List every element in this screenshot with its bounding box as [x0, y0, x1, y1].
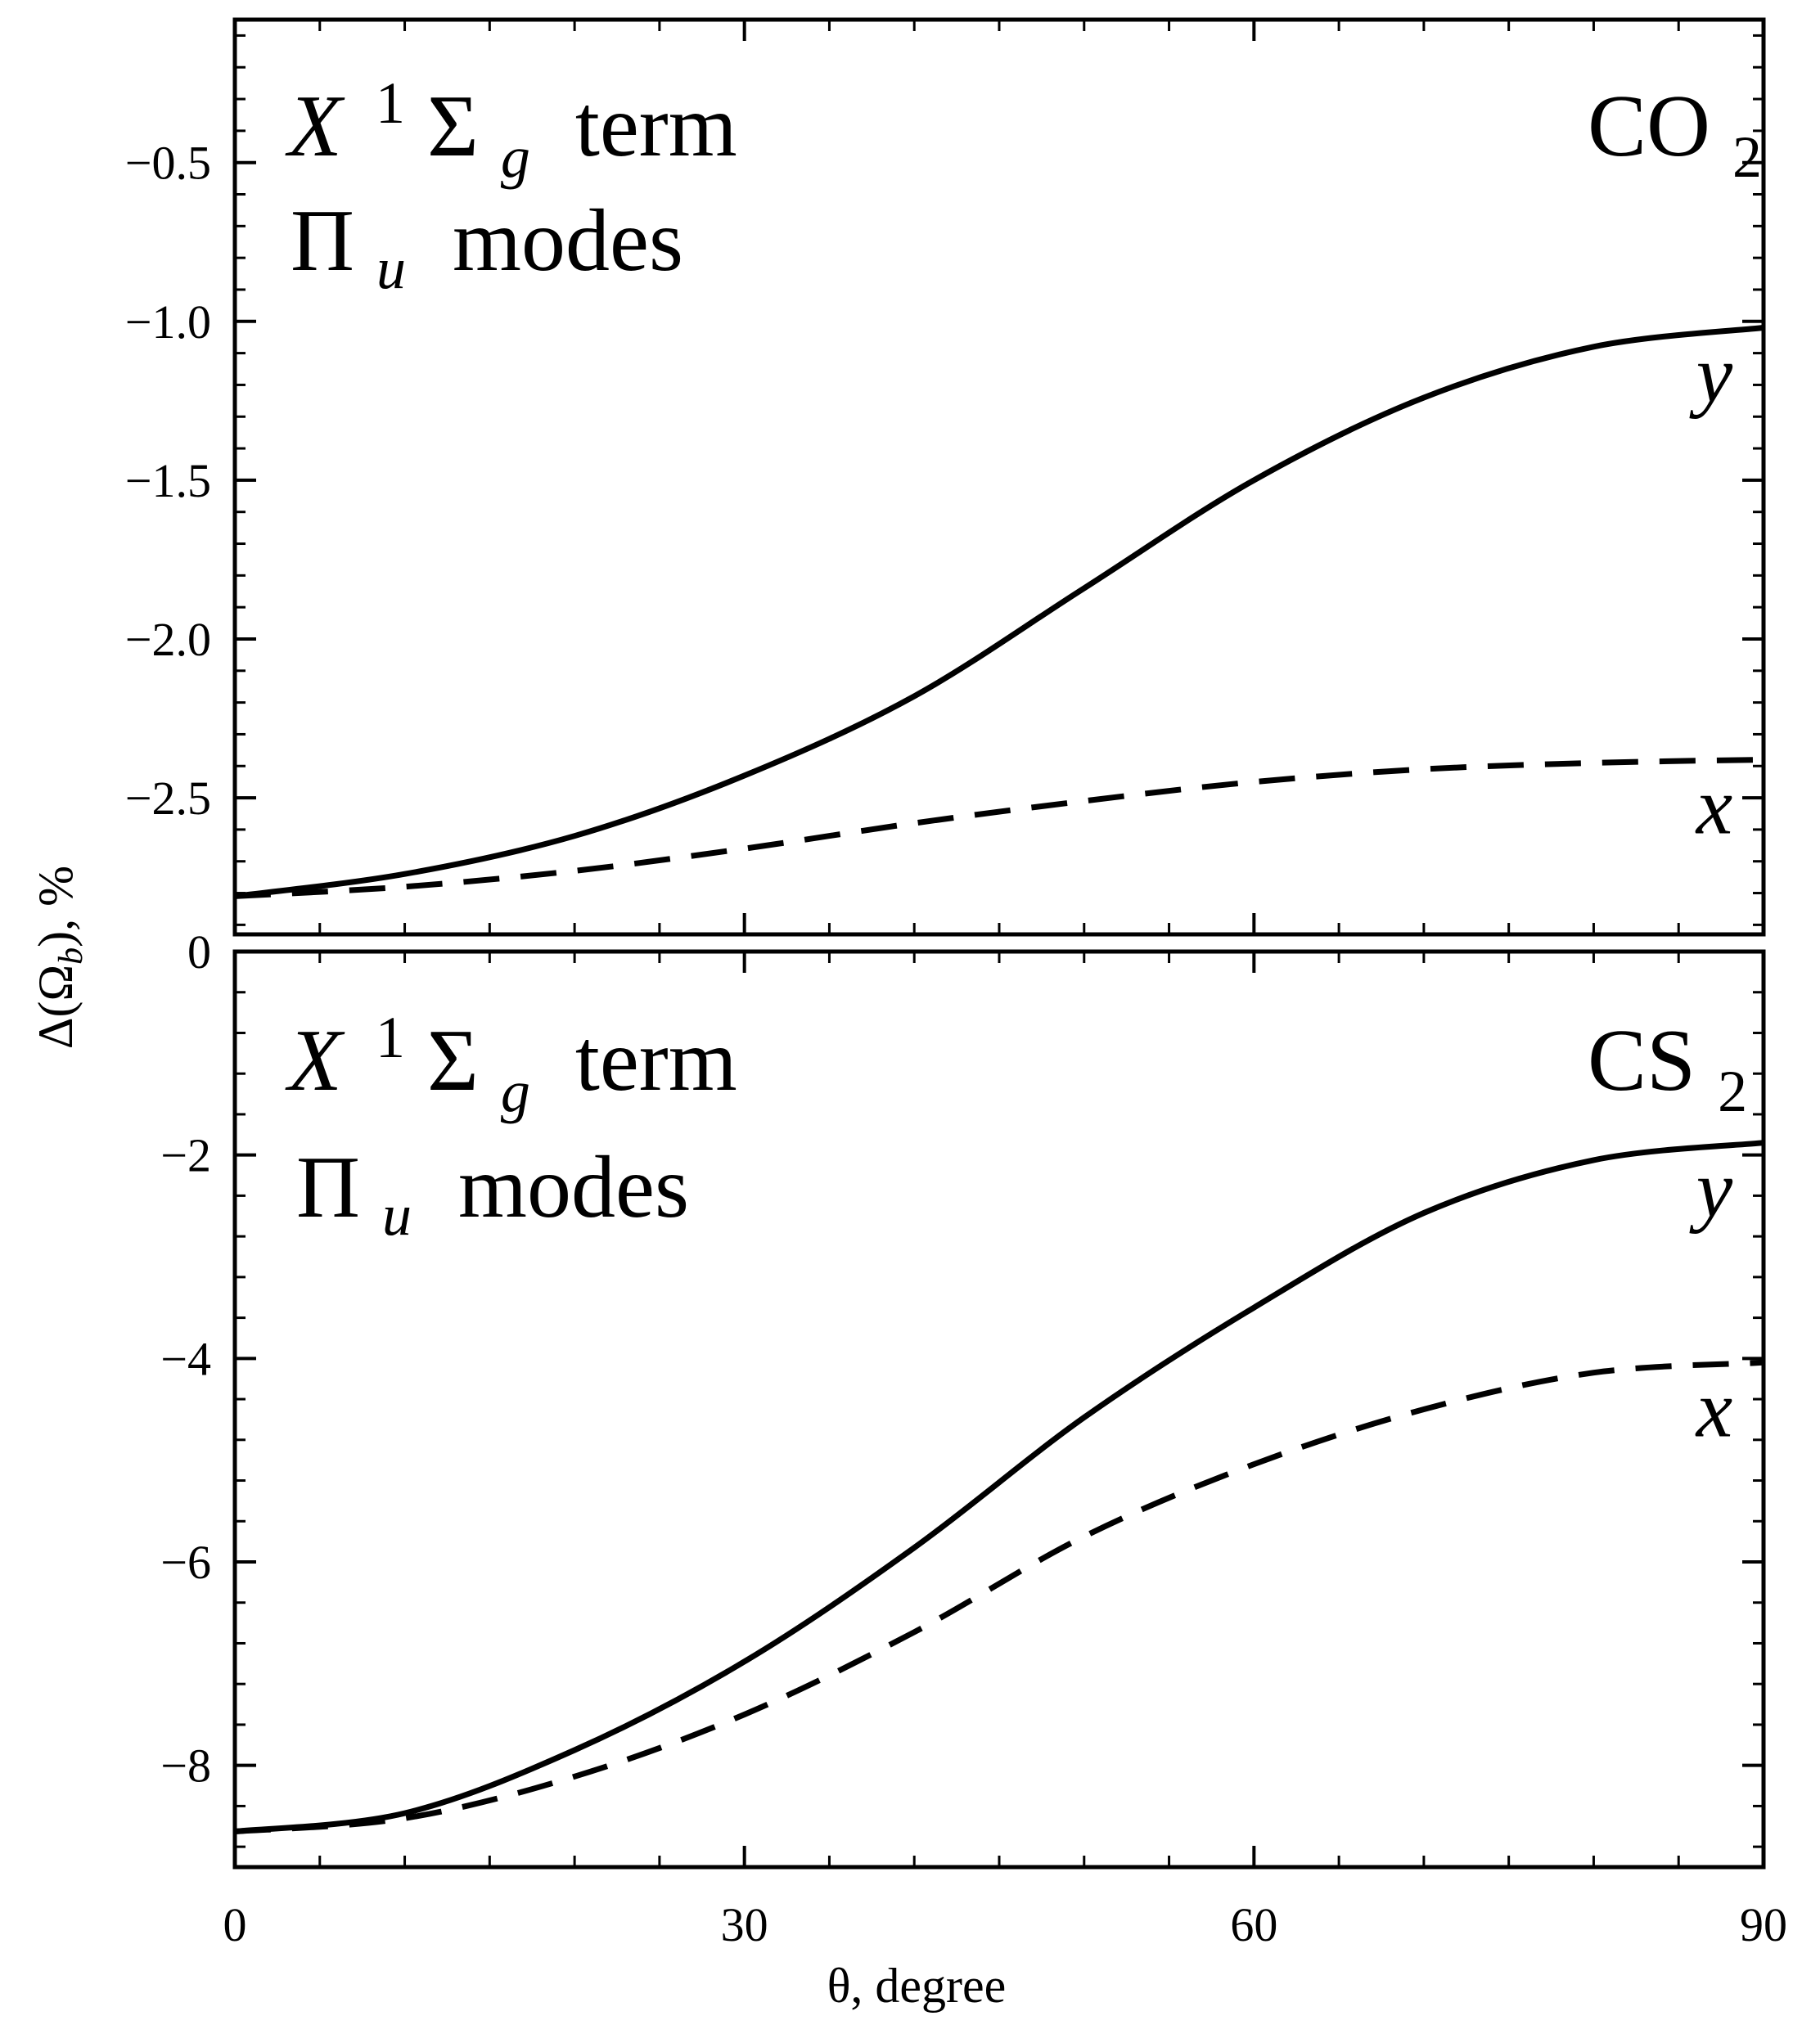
top-panel-series: yx	[234, 325, 1764, 899]
top-panel-ticks: −0.5 −1.0 −1.5 −2.0 −2.5	[125, 20, 1765, 934]
x-axis-title: θ, degree	[827, 1959, 1007, 2013]
bottom-molecule-base: CS	[1588, 1012, 1696, 1109]
bottom-molecule-sub: 2	[1718, 1059, 1747, 1124]
top-annotation-term: term	[575, 78, 737, 175]
x-tick-label: 60	[1230, 1898, 1277, 1951]
bottom-annotation-term: term	[575, 1012, 737, 1109]
bottom-series-y-label: y	[1689, 1144, 1733, 1235]
svg-text:Π u modes: Π u modes	[291, 192, 683, 308]
top-annotation-sigma: Σ	[427, 78, 479, 175]
bottom-series-y-line	[234, 1140, 1764, 1834]
bottom-y-tick-label: −8	[160, 1739, 211, 1793]
svg-text:X 1 Σ: X 1 Σ g term	[285, 45, 737, 196]
bottom-panel-ticks: 0 −2 −4 −6 −8 0 30 60 90	[160, 925, 1787, 1951]
top-annotation-pi: Π	[291, 192, 354, 290]
top-y-tick-label: −0.5	[125, 137, 211, 190]
top-y-tick-label: −2.0	[125, 613, 211, 666]
bottom-panel-series: yx	[234, 1140, 1764, 1834]
y-axis-title-main: Δ(Ω	[29, 965, 83, 1049]
top-annotation-sub-u: u	[376, 236, 406, 301]
top-molecule-base: CO	[1588, 78, 1710, 175]
bottom-annotation-x: X	[285, 1012, 345, 1109]
bottom-y-tick-label: 0	[187, 925, 211, 979]
top-panel-annotation: X 1 Σ g term Π u modes CO 2	[285, 45, 1762, 308]
bottom-panel-annotation: X 1 Σ g term Π u modes CS 2	[285, 979, 1747, 1254]
bottom-annotation-sigma: Σ	[427, 1012, 479, 1109]
bottom-annotation-sup: 1	[376, 1005, 405, 1070]
top-annotation-sub-g: g	[501, 124, 530, 190]
bottom-annotation-sub-g: g	[501, 1059, 530, 1124]
bottom-y-tick-label: −2	[160, 1129, 211, 1182]
x-tick-label: 30	[721, 1898, 768, 1951]
top-panel: −0.5−1.0−1.5−2.0−2.5 yx X 1 Σ g term Π u…	[125, 17, 1766, 937]
top-annotation-x: X	[285, 78, 345, 175]
bottom-annotation-modes: modes	[458, 1139, 689, 1236]
top-y-tick-label: −1.5	[125, 454, 211, 507]
top-annotation-modes: modes	[453, 192, 683, 290]
y-axis-title-rest: ), %	[29, 866, 83, 947]
top-annotation-sup: 1	[376, 70, 405, 136]
bottom-y-tick-label: −4	[160, 1332, 211, 1385]
y-axis-title: Δ(Ωb), %	[29, 866, 90, 1049]
y-axis-title-sub: b	[52, 947, 90, 965]
bottom-y-tick-label: −6	[160, 1536, 211, 1589]
bottom-annotation-sub-u: u	[382, 1182, 412, 1248]
top-series-y-line	[234, 325, 1764, 899]
svg-text:CO 2: CO 2	[1588, 78, 1762, 190]
bottom-annotation-pi: Π	[296, 1139, 360, 1236]
svg-text:X 1 Σ: X 1 Σ g term	[285, 979, 737, 1131]
top-series-y-label: y	[1689, 329, 1733, 420]
top-series-x-label: x	[1695, 760, 1732, 851]
bottom-series-x-label: x	[1695, 1363, 1732, 1454]
top-y-tick-label: −2.5	[125, 772, 211, 825]
top-y-tick-label: −1.0	[125, 295, 211, 349]
bottom-panel: 0−2−4−6−80 30 60 90 yx X 1 Σ g term Π u mod…	[160, 925, 1787, 1951]
top-series-x-line	[234, 757, 1764, 899]
top-molecule-sub: 2	[1732, 124, 1762, 190]
x-tick-label: 0	[223, 1898, 247, 1951]
svg-text:CS 2: CS 2	[1588, 1012, 1747, 1124]
svg-text:Π u modes: Π u modes	[296, 1139, 689, 1254]
x-tick-label: 90	[1740, 1898, 1787, 1951]
bottom-series-x-line	[234, 1359, 1764, 1834]
